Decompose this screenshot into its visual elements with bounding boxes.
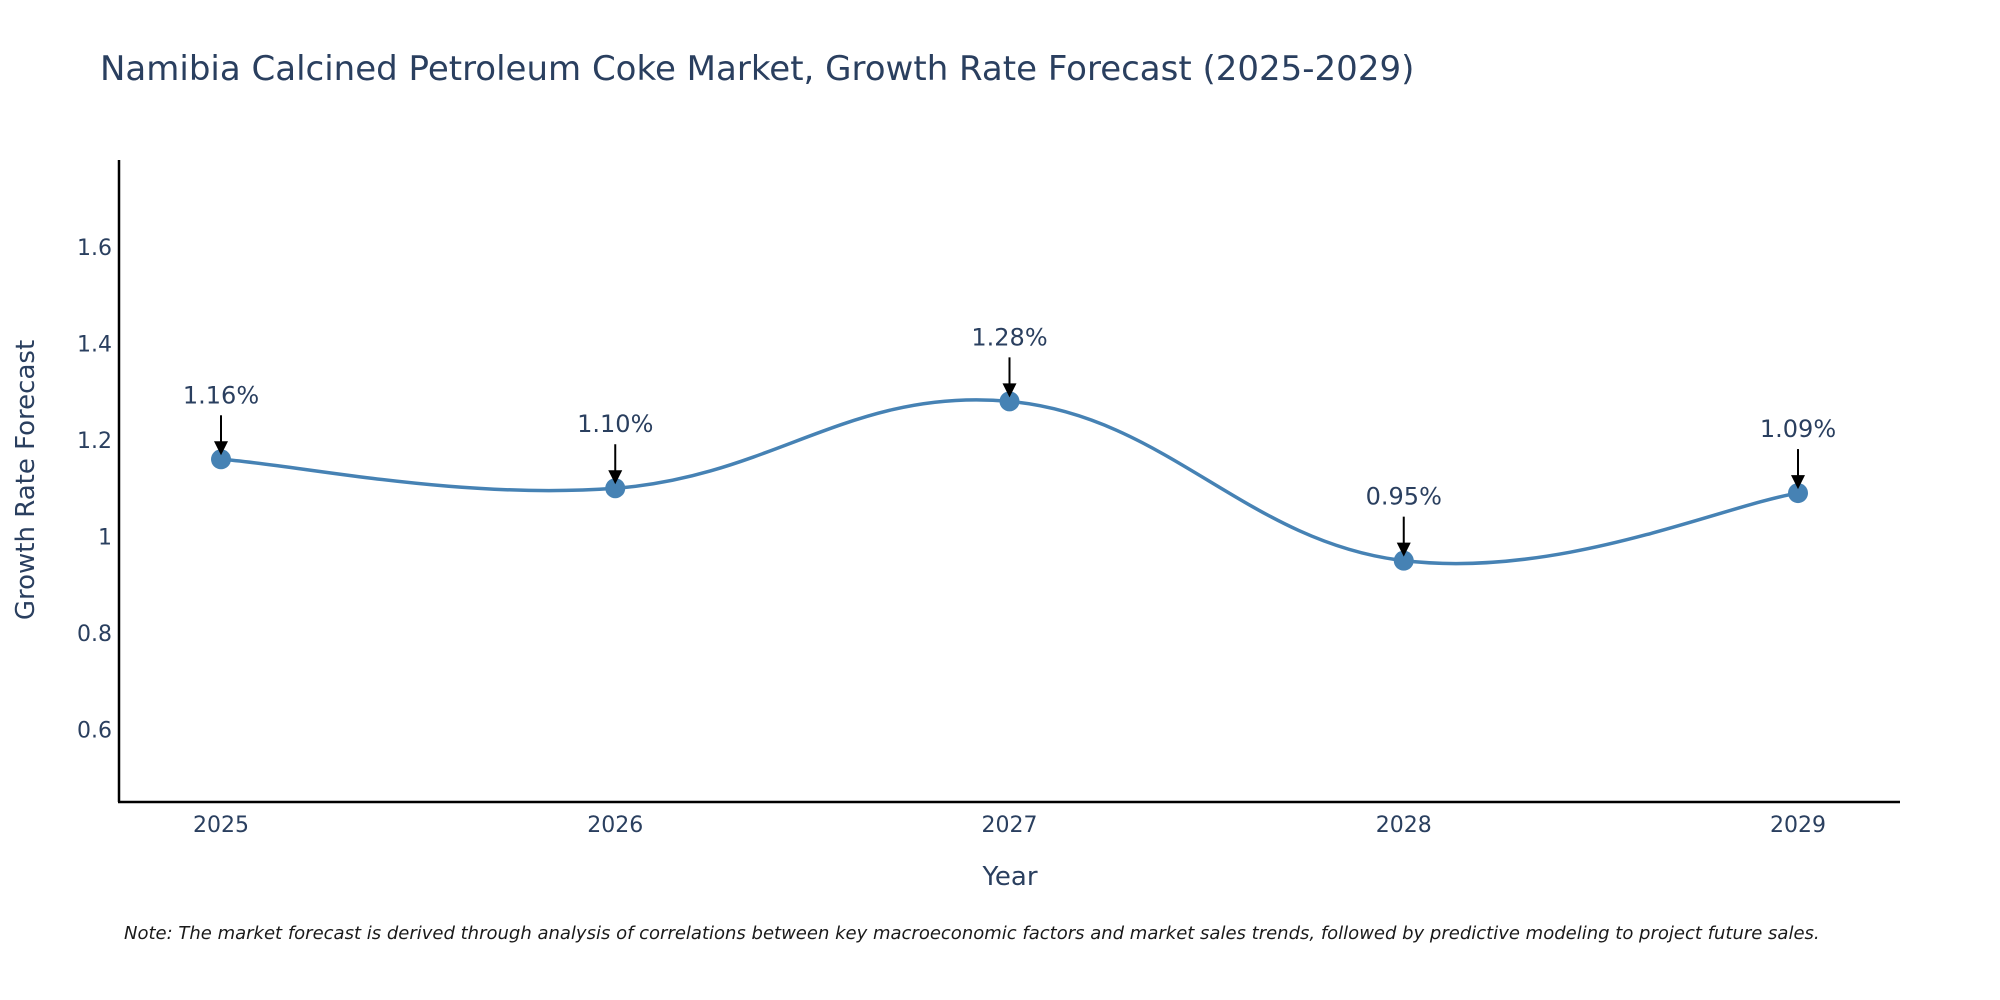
data-label: 1.28% [971,323,1047,351]
x-tick-label: 2025 [193,813,249,838]
data-point [211,449,231,470]
data-annotations: 1.16% 1.10% 1.28% 0.95% 1.09% [183,323,1836,557]
y-axis-title: Growth Rate Forecast [11,340,41,620]
x-tick-label: 2029 [1770,813,1826,838]
data-point [605,478,626,499]
data-label: 1.16% [183,381,259,409]
y-tick-label: 0.8 [77,622,112,647]
data-point [1393,550,1414,571]
y-tick-label: 1.2 [77,429,112,454]
y-tick-label: 1.6 [77,236,112,261]
annotation-arrow-head [1791,475,1805,490]
series-line [220,398,1799,566]
chart-title: Namibia Calcined Petroleum Coke Market, … [100,49,1414,89]
data-label: 1.09% [1760,415,1836,443]
annotation-arrow-head [214,441,228,456]
data-markers [211,391,1808,571]
y-tick-label: 0.6 [77,719,112,744]
annotation-arrow-head [1002,383,1017,398]
annotation-arrow-head [608,470,623,485]
x-axis-ticks: 2025 2026 2027 2028 2029 [193,813,1826,838]
annotation-arrow-head [1396,542,1411,557]
y-tick-label: 1 [98,526,112,551]
data-label: 1.10% [577,410,653,438]
data-label: 0.95% [1366,483,1442,511]
x-axis-title: Year [981,862,1037,892]
x-tick-label: 2028 [1376,813,1432,838]
data-point [1788,483,1808,504]
y-tick-label: 1.4 [77,332,112,357]
y-axis-ticks: 0.6 0.8 1 1.2 1.4 1.6 [77,236,112,744]
footnote: Note: The market forecast is derived thr… [124,923,1820,944]
x-tick-label: 2026 [587,813,643,838]
x-tick-label: 2027 [982,813,1038,838]
data-point [999,391,1020,412]
